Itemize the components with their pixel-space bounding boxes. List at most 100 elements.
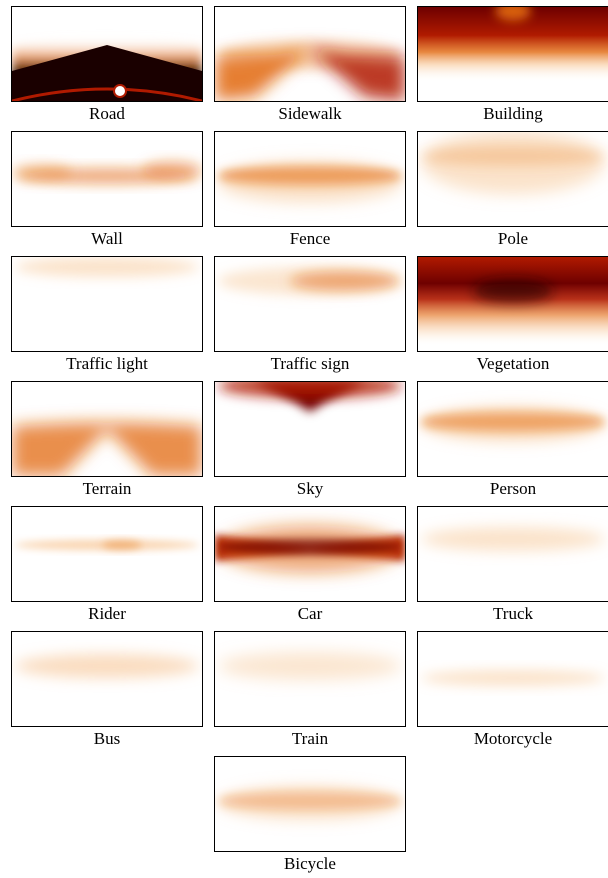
train-heatmap [214, 631, 406, 727]
panel-caption: Vegetation [476, 354, 550, 373]
motorcycle-band [421, 670, 605, 686]
panel-caption: Sidewalk [278, 104, 342, 123]
person-halo [421, 406, 605, 442]
road-heatmap-svg [12, 38, 202, 101]
panel-caption: Road [89, 104, 125, 123]
terrain-wedges [12, 422, 202, 476]
bicycle-halo [218, 785, 402, 821]
panel-sidewalk: Sidewalk [214, 6, 406, 128]
panel-road: Road [11, 6, 203, 128]
sidewalk-heatmap-svg [215, 41, 405, 101]
ego-marker [113, 84, 127, 98]
panel-bicycle: Bicycle [214, 756, 406, 878]
panel-motorcycle: Motorcycle [417, 631, 608, 753]
sidewalk-right-wedge [310, 49, 405, 101]
vegetation-heatmap-svg [418, 257, 608, 351]
building-gradient [418, 7, 608, 101]
rider-heatmap [11, 506, 203, 602]
panel-vegetation: Vegetation [417, 256, 608, 378]
building-heatmap-svg [418, 7, 608, 101]
panel-traffic-light: Traffic light [11, 256, 203, 378]
panel-sky: Sky [214, 381, 406, 503]
traffic-sign-right-spot [290, 271, 400, 291]
road-heatmap [11, 6, 203, 102]
panel-terrain: Terrain [11, 381, 203, 503]
panel-caption: Traffic light [66, 354, 148, 373]
panel-building: Building [417, 6, 608, 128]
panel-caption: Train [291, 729, 329, 748]
panel-caption: Car [297, 604, 323, 623]
ego-hood-curve [12, 87, 202, 101]
rider-center-spot [102, 540, 142, 550]
traffic-sign-heatmap [214, 256, 406, 352]
sidewalk-heatmap [214, 6, 406, 102]
bicycle-heatmap [214, 756, 406, 852]
truck-heatmap [417, 506, 608, 602]
panel-caption: Bus [93, 729, 121, 748]
motorcycle-heatmap [417, 631, 608, 727]
panel-caption: Traffic sign [270, 354, 350, 373]
bus-band [15, 654, 199, 678]
traffic-light-band [15, 257, 199, 277]
bicycle-heatmap-svg [218, 785, 402, 821]
panel-fence: Fence [214, 131, 406, 253]
person-heatmap [417, 381, 608, 477]
panel-caption: Terrain [82, 479, 132, 498]
panel-rider: Rider [11, 506, 203, 628]
sky-heatmap-svg [218, 382, 402, 412]
wall-heatmap [11, 131, 203, 227]
panel-traffic-sign: Traffic sign [214, 256, 406, 378]
vegetation-center-dark [473, 279, 553, 303]
bus-heatmap-svg [15, 654, 199, 678]
panel-caption: Wall [91, 229, 123, 248]
road-core-area [12, 45, 202, 101]
panel-caption: Fence [289, 229, 331, 248]
truck-band [421, 527, 605, 551]
truck-heatmap-svg [421, 527, 605, 551]
pole-heatmap [417, 131, 608, 227]
terrain-heatmap-svg [12, 422, 202, 476]
panel-caption: Person [489, 479, 537, 498]
panel-car: Car [214, 506, 406, 628]
building-heatmap [417, 6, 608, 102]
fence-heatmap [214, 131, 406, 227]
pole-core [421, 146, 605, 166]
panel-bus: Bus [11, 631, 203, 753]
vegetation-heatmap [417, 256, 608, 352]
wall-left-spot [12, 164, 72, 180]
panel-wall: Wall [11, 131, 203, 253]
car-heatmap [214, 506, 406, 602]
motorcycle-heatmap-svg [421, 670, 605, 686]
rider-heatmap-svg [15, 540, 199, 550]
vegetation-gradient [418, 257, 608, 351]
panel-caption: Sky [296, 479, 324, 498]
sky-heatmap [214, 381, 406, 477]
bus-heatmap [11, 631, 203, 727]
car-heatmap-svg [215, 525, 405, 573]
panel-caption: Motorcycle [473, 729, 553, 748]
traffic-sign-heatmap-svg [218, 267, 402, 295]
panel-caption: Rider [88, 604, 126, 623]
panel-person: Person [417, 381, 608, 503]
panel-caption: Bicycle [284, 854, 336, 873]
panel-caption: Building [483, 104, 543, 123]
sky-top-band [218, 382, 402, 398]
train-heatmap-svg [218, 652, 402, 680]
person-heatmap-svg [421, 406, 605, 442]
panel-caption: Pole [497, 229, 529, 248]
panel-pole: Pole [417, 131, 608, 253]
traffic-light-heatmap [11, 256, 203, 352]
wall-right-spot [142, 161, 202, 179]
panel-train: Train [214, 631, 406, 753]
panel-truck: Truck [417, 506, 608, 628]
building-top-highlight [495, 7, 531, 21]
panel-caption: Truck [493, 604, 533, 623]
car-core [218, 539, 402, 555]
sidewalk-left-wedge [215, 49, 310, 101]
wall-heatmap-svg [12, 161, 202, 184]
fence-halo [218, 162, 402, 202]
terrain-heatmap [11, 381, 203, 477]
train-band [218, 652, 402, 680]
pole-heatmap-svg [421, 132, 605, 194]
